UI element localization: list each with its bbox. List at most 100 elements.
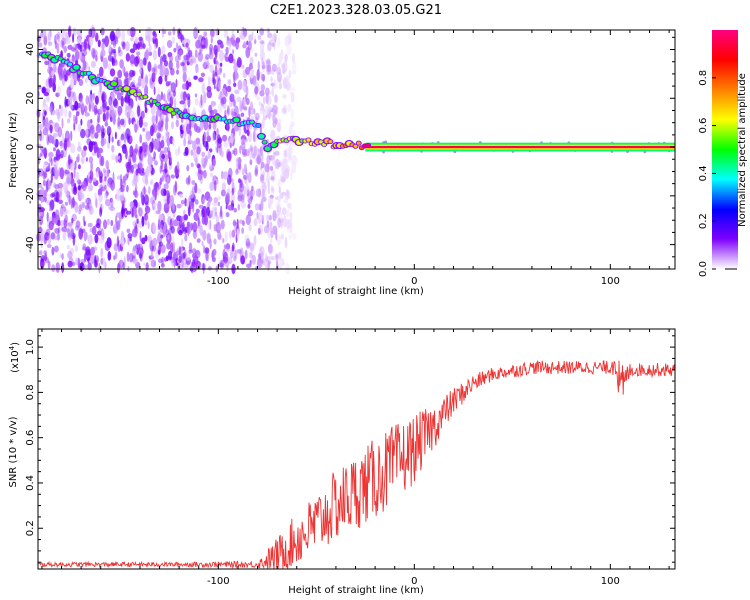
noise-speck — [133, 206, 137, 217]
noise-speck — [51, 134, 57, 146]
noise-speck — [128, 154, 132, 165]
noise-speck — [185, 253, 191, 261]
noise-speck — [194, 182, 198, 194]
noise-speck — [253, 218, 258, 227]
noise-speck — [259, 40, 265, 45]
noise-speck — [59, 104, 61, 110]
noise-speck — [144, 220, 147, 226]
noise-speck — [208, 220, 211, 230]
noise-speck — [142, 43, 146, 49]
noise-speck — [119, 136, 122, 148]
noise-speck — [100, 247, 104, 258]
noise-speck — [122, 41, 126, 50]
noise-speck — [109, 68, 116, 77]
noise-speck — [266, 170, 271, 182]
noise-speck — [44, 60, 49, 66]
noise-speck — [100, 49, 106, 57]
noise-speck — [198, 127, 201, 133]
noise-speck — [125, 102, 128, 112]
noise-speck — [111, 55, 114, 66]
noise-speck — [102, 179, 107, 192]
noise-speck — [190, 149, 194, 156]
noise-speck — [114, 36, 119, 45]
noise-speck — [143, 185, 146, 195]
noise-speck — [157, 181, 161, 190]
noise-speck — [214, 211, 217, 217]
noise-speck — [195, 39, 201, 49]
noise-speck — [246, 147, 249, 156]
noise-speck — [186, 199, 190, 209]
noise-speck — [245, 238, 251, 249]
noise-speck — [164, 199, 168, 205]
noise-speck — [133, 56, 139, 67]
y-tick-label: -20 — [25, 188, 36, 204]
noise-speck — [250, 106, 254, 115]
noise-speck — [227, 79, 232, 85]
noise-speck — [233, 147, 238, 156]
noise-speck — [202, 63, 207, 68]
noise-speck — [124, 72, 129, 78]
noise-speck — [240, 28, 243, 37]
noise-speck — [61, 253, 64, 260]
noise-speck — [202, 134, 205, 145]
noise-speck — [163, 146, 169, 154]
noise-speck — [164, 117, 169, 123]
noise-speck — [202, 229, 207, 241]
noise-speck — [80, 193, 85, 200]
noise-speck — [145, 74, 148, 86]
noise-speck — [174, 55, 180, 63]
noise-speck — [85, 126, 89, 139]
noise-speck — [38, 168, 44, 177]
noise-speck — [225, 204, 228, 210]
noise-speck — [42, 148, 46, 155]
noise-speck — [124, 41, 130, 52]
noise-speck — [228, 167, 233, 179]
noise-speck — [40, 258, 45, 269]
colorbar-tick-label: 0.6 — [698, 118, 709, 134]
noise-speck — [47, 179, 51, 190]
noise-speck — [149, 181, 153, 186]
noise-speck — [57, 85, 62, 96]
noise-speck — [139, 145, 143, 154]
noise-speck — [54, 227, 60, 234]
noise-speck — [106, 111, 109, 120]
noise-speck — [270, 230, 274, 239]
noise-speck — [78, 204, 83, 212]
noise-speck — [165, 81, 170, 87]
noise-speck — [273, 79, 277, 90]
noise-speck — [103, 219, 108, 230]
noise-speck — [66, 140, 72, 148]
noise-speck — [165, 134, 168, 143]
noise-speck — [267, 187, 271, 194]
noise-speck — [184, 146, 189, 156]
noise-speck — [192, 221, 198, 233]
noise-speck — [210, 210, 214, 216]
noise-speck — [165, 229, 170, 239]
noise-speck — [168, 60, 173, 71]
noise-speck — [50, 173, 53, 184]
noise-speck — [204, 56, 209, 65]
noise-speck — [240, 138, 246, 148]
noise-speck — [197, 188, 202, 194]
noise-speck — [249, 243, 254, 252]
noise-speck — [138, 207, 143, 217]
ridge-blob — [156, 102, 160, 107]
noise-speck — [98, 201, 103, 210]
noise-speck — [207, 199, 211, 207]
noise-speck — [192, 229, 198, 239]
noise-speck — [48, 41, 53, 46]
noise-speck — [277, 179, 281, 189]
noise-speck — [82, 202, 85, 209]
noise-speck — [278, 196, 281, 203]
noise-speck — [88, 140, 94, 153]
noise-speck — [48, 151, 54, 158]
noise-speck — [147, 61, 152, 72]
noise-speck — [193, 212, 199, 222]
ridge-blob — [271, 142, 277, 148]
noise-speck — [273, 29, 276, 42]
noise-speck — [112, 49, 117, 54]
noise-speck — [139, 58, 144, 69]
noise-speck — [237, 188, 243, 200]
noise-speck — [161, 175, 164, 182]
noise-speck — [63, 64, 67, 76]
